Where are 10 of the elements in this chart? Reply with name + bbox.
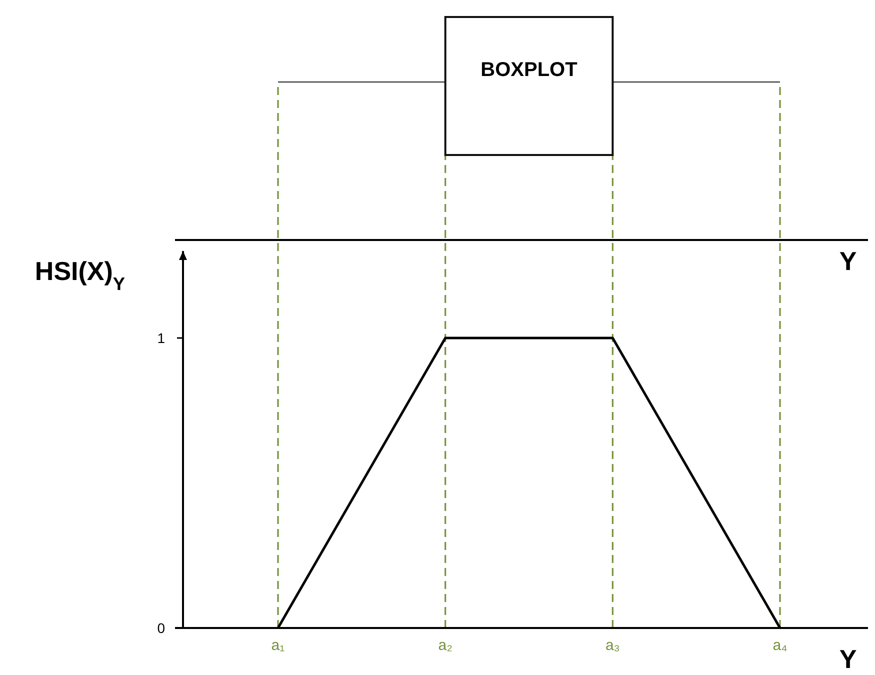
x-tick-label: a₁ bbox=[271, 637, 285, 654]
text: BOXPLOT bbox=[480, 59, 578, 81]
x-tick-label: a₂ bbox=[438, 637, 453, 654]
y-tick-label: 1 bbox=[157, 330, 166, 346]
y-tick-label: 0 bbox=[157, 620, 166, 636]
annotation: Y bbox=[839, 246, 857, 276]
x-tick-label: a₃ bbox=[605, 637, 620, 654]
x-tick-label: a₄ bbox=[772, 637, 788, 654]
x-axis-title: Y bbox=[839, 644, 857, 674]
y-axis-title: HSI(X)$_{Y}$ bbox=[34, 256, 126, 294]
